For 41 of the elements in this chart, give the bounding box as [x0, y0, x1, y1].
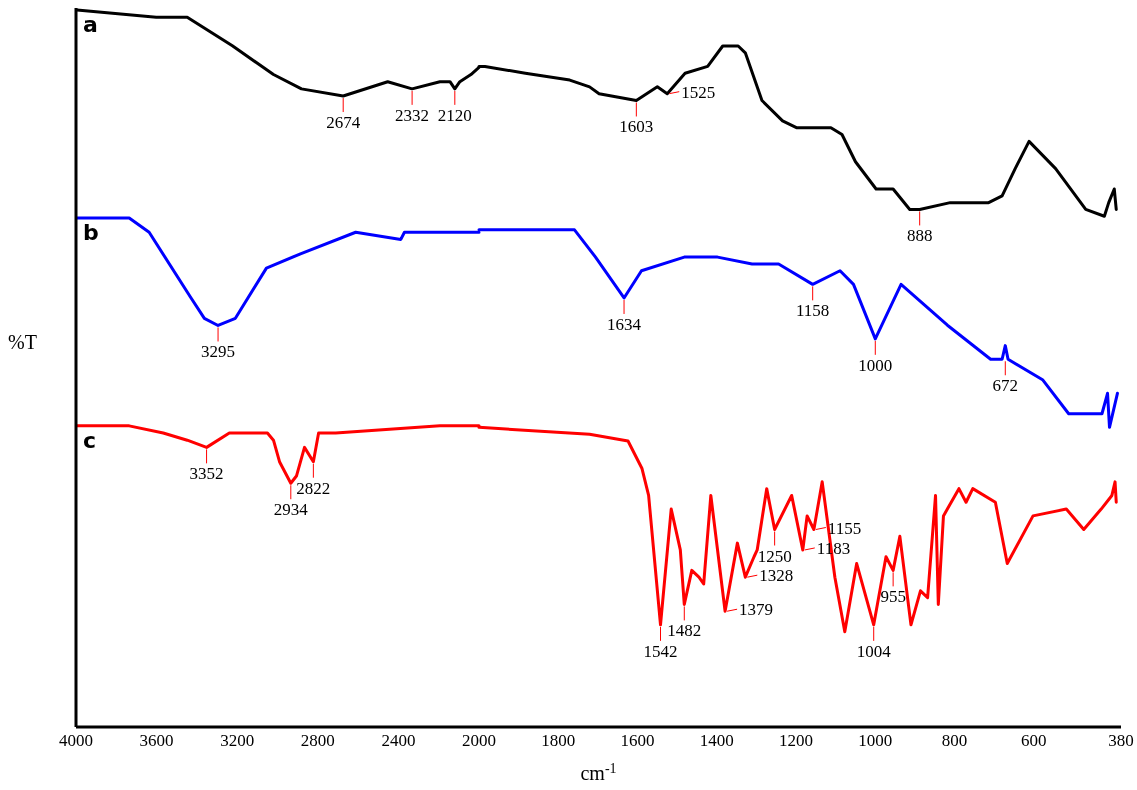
annotation: 672: [992, 376, 1019, 396]
annotation: 888: [906, 226, 933, 246]
annotation: 2934: [273, 500, 309, 520]
x-tick-label: 4000: [59, 731, 93, 750]
annotation: 1379: [739, 600, 774, 620]
x-tick-label: 1000: [858, 731, 893, 750]
annotation: 1525: [681, 82, 716, 102]
annotation: 1158: [795, 301, 830, 321]
annotation: 2120: [437, 105, 472, 125]
annotation: 1328: [759, 566, 794, 586]
x-tick-label: 2000: [462, 731, 496, 750]
x-tick-label: 1800: [541, 731, 576, 750]
x-tick-label: 1400: [699, 731, 734, 750]
annotation: 1155: [827, 518, 862, 538]
x-tick-label: 1600: [620, 731, 655, 750]
x-tick-label: 2400: [381, 731, 416, 750]
x-tick-label: 380: [1108, 731, 1134, 750]
annotation: 1000: [858, 355, 893, 375]
annotation: 1634: [607, 314, 642, 334]
series-label: b: [83, 219, 99, 245]
x-tick-label: 600: [1021, 731, 1047, 750]
annotation: 1482: [667, 621, 702, 641]
series-label: a: [83, 12, 98, 37]
x-tick-label: 800: [941, 731, 968, 750]
annotation: 3295: [201, 342, 236, 362]
annotation: 1004: [856, 641, 892, 661]
x-tick-label: 3200: [220, 731, 255, 750]
annotation: 955: [880, 587, 906, 607]
x-axis-title: cm$^{-1}$: [580, 760, 617, 784]
annotation: 2332: [395, 105, 430, 125]
annotation: 2822: [296, 478, 331, 498]
annotation: 1542: [643, 641, 678, 661]
annotation: 3352: [189, 464, 224, 484]
series-label: c: [83, 427, 97, 453]
x-tick-label: 1200: [779, 731, 814, 750]
x-tick-label: 2800: [300, 731, 335, 750]
y-axis-title: %T: [8, 330, 37, 353]
annotation: 2674: [326, 113, 361, 133]
x-tick-label: 3600: [139, 731, 174, 750]
annotation: 1603: [619, 117, 654, 137]
annotation: 1250: [757, 546, 792, 566]
